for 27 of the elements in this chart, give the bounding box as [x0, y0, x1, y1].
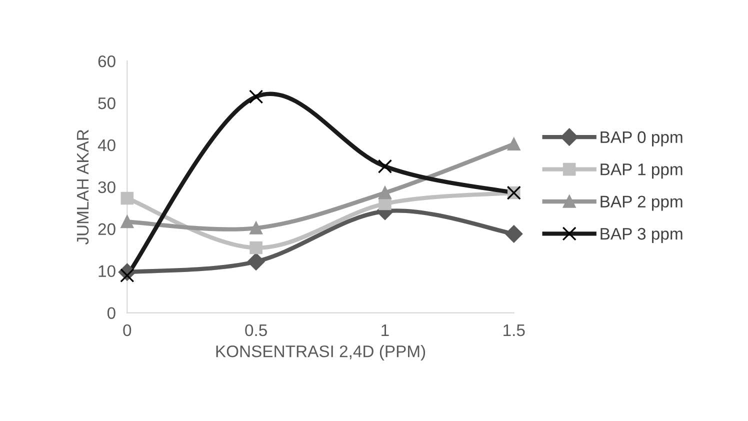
legend-label: BAP 3 ppm [600, 228, 682, 243]
y-tick-label: 0 [107, 307, 116, 320]
x-tick-label: 0.5 [245, 324, 267, 336]
point [120, 192, 134, 205]
x-axis-title: KONSENTRASI 2,4D (PPM) [216, 345, 426, 361]
x-tick-label: 0 [123, 324, 132, 336]
legend-label: BAP 1 ppm [600, 164, 682, 179]
point [378, 186, 392, 200]
point [248, 90, 264, 104]
y-tick-label: 40 [98, 139, 116, 152]
point [250, 241, 262, 254]
x-tick-label: 1 [382, 324, 389, 336]
point [247, 252, 265, 270]
y-axis-title: JUMLAH AKAR [77, 130, 89, 245]
y-tick-label: 10 [98, 265, 116, 278]
point [378, 159, 392, 174]
legend-label: BAP 2 ppm [600, 196, 682, 211]
y-tick-label: 30 [98, 181, 116, 194]
x-tick-label: 1.5 [504, 324, 525, 336]
point [250, 222, 262, 234]
legend-label: BAP 0 ppm [600, 131, 682, 146]
point [507, 138, 520, 151]
point [505, 225, 523, 243]
y-tick-label: 50 [98, 97, 116, 110]
y-tick-label: 20 [98, 223, 116, 236]
point [120, 215, 134, 228]
y-tick-label: 60 [98, 55, 116, 68]
